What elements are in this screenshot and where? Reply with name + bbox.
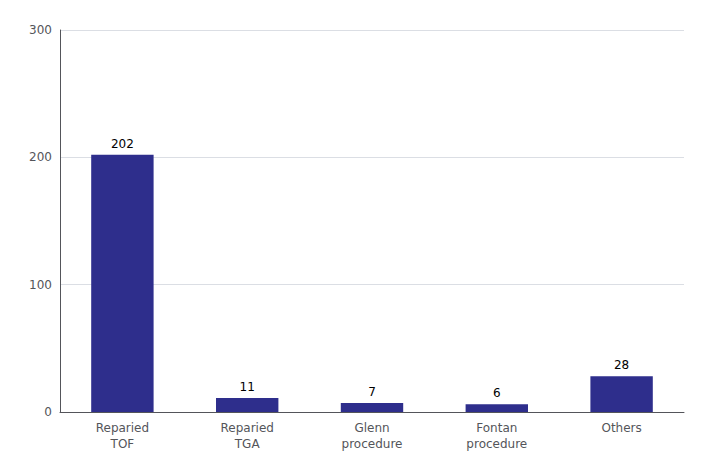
svg-text:Fontan: Fontan: [476, 421, 517, 435]
svg-text:200: 200: [29, 150, 52, 164]
svg-text:Others: Others: [601, 421, 641, 435]
svg-text:TOF: TOF: [110, 437, 135, 451]
svg-text:11: 11: [240, 380, 255, 394]
svg-text:procedure: procedure: [466, 437, 527, 451]
svg-text:202: 202: [111, 137, 134, 151]
svg-text:procedure: procedure: [342, 437, 403, 451]
svg-text:6: 6: [493, 386, 501, 400]
svg-text:100: 100: [29, 278, 52, 292]
svg-text:Glenn: Glenn: [354, 421, 389, 435]
svg-text:TGA: TGA: [234, 437, 261, 451]
svg-text:0: 0: [44, 405, 52, 419]
svg-text:Reparied: Reparied: [220, 421, 273, 435]
svg-text:28: 28: [614, 358, 629, 372]
svg-text:Reparied: Reparied: [96, 421, 149, 435]
svg-text:300: 300: [29, 23, 52, 37]
svg-text:7: 7: [368, 385, 376, 399]
